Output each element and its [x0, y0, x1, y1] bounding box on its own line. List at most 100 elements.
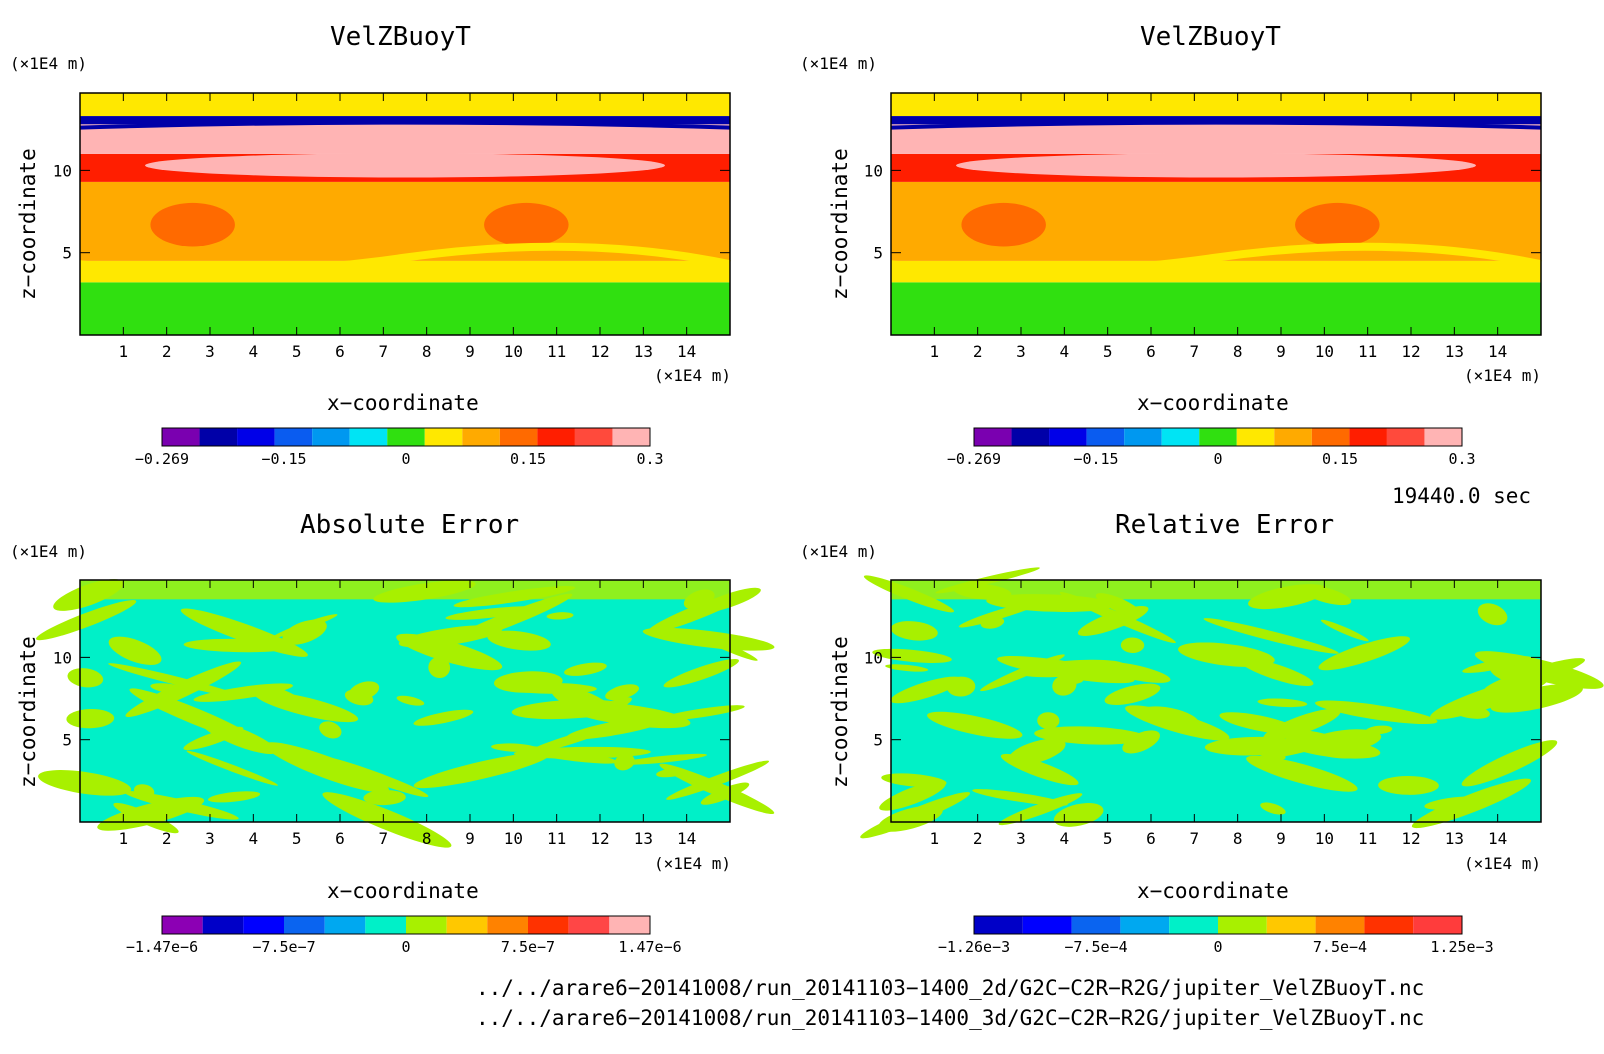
colorbar-swatch — [312, 428, 350, 446]
field-band — [891, 93, 1541, 117]
error-streak — [1484, 658, 1585, 692]
colorbar-swatch — [1315, 916, 1365, 934]
colorbar-swatch — [537, 428, 575, 446]
x-tick-label: 9 — [465, 829, 475, 848]
colorbar-swatch — [1022, 916, 1072, 934]
colorbar-swatch — [612, 428, 650, 446]
panel-1-title: VelZBuoyT — [330, 22, 471, 52]
colorbar-swatch — [274, 428, 313, 446]
error-streak — [38, 770, 132, 796]
error-streak — [642, 627, 775, 651]
field-band — [891, 260, 1541, 283]
colorbar-swatch — [387, 428, 425, 446]
error-streak — [878, 805, 943, 832]
error-streak — [396, 695, 425, 706]
error-streak — [413, 709, 474, 726]
colorbar-label: −0.15 — [261, 450, 306, 468]
plot-frame — [890, 579, 1542, 823]
error-streak — [1122, 730, 1160, 754]
error-streak — [972, 789, 1068, 806]
error-streak — [1203, 618, 1339, 654]
error-streak — [67, 668, 104, 688]
error-streak — [879, 781, 946, 811]
colorbar-swatch — [1266, 916, 1316, 934]
colorbar-swatch — [1413, 916, 1462, 934]
colorbar-swatch — [1218, 916, 1267, 934]
y-tick-label: 10 — [53, 161, 72, 180]
x-tick-label: 5 — [292, 829, 302, 848]
colorbar-swatch — [1011, 428, 1050, 446]
error-streak — [1139, 706, 1200, 730]
colorbar-swatch — [568, 916, 610, 934]
x-tick-label: 8 — [1233, 342, 1243, 361]
x-tick-label: 1 — [119, 342, 129, 361]
colorbar-swatch — [1199, 428, 1237, 446]
colorbar-swatch — [424, 428, 463, 446]
colorbar-swatch — [446, 916, 488, 934]
field-band — [80, 116, 730, 125]
y-tick-label: 5 — [62, 244, 72, 263]
green-wave — [890, 242, 1542, 276]
x-tick-label: 3 — [1016, 342, 1026, 361]
error-streak — [207, 791, 261, 803]
error-streak — [1315, 700, 1438, 725]
error-streak — [885, 664, 929, 672]
colorbar-swatch — [528, 916, 569, 934]
x-tick-label: 6 — [1146, 829, 1156, 848]
red-lobe — [956, 153, 1476, 178]
x-tick-label: 10 — [504, 342, 523, 361]
panel-1-y-unit: (×1E4 m) — [10, 54, 88, 73]
x-tick-label: 4 — [249, 829, 259, 848]
error-streak — [927, 711, 1023, 739]
error-streak — [659, 705, 745, 721]
colorbar-swatch — [349, 428, 388, 446]
error-streak — [1378, 775, 1439, 795]
error-streak — [1016, 659, 1124, 678]
error-streak — [250, 684, 305, 710]
colorbar-swatch — [199, 428, 238, 446]
x-tick-label: 3 — [205, 342, 215, 361]
error-streak — [319, 721, 342, 739]
colorbar-swatch — [1236, 428, 1275, 446]
error-streak — [546, 612, 574, 620]
colorbar-label: −7.5e−7 — [252, 938, 315, 956]
colorbar-swatch — [1120, 916, 1170, 934]
time-label: 19440.0 sec — [1392, 484, 1532, 508]
error-streak — [614, 753, 635, 771]
colorbar-swatch — [1049, 428, 1087, 446]
error-streak — [1104, 683, 1161, 705]
x-tick-label: 11 — [1358, 342, 1377, 361]
error-top-band — [891, 580, 1541, 600]
colorbar-swatch — [974, 916, 1023, 934]
x-tick-label: 2 — [973, 829, 983, 848]
field-band — [80, 282, 730, 335]
colorbar-swatch — [1161, 428, 1200, 446]
colorbar-label: 1.25e−3 — [1430, 938, 1493, 956]
colorbar-swatch — [202, 916, 244, 934]
x-tick-label: 14 — [677, 342, 696, 361]
panel-4-y-label: z−coordinate — [828, 636, 852, 788]
x-tick-label: 11 — [547, 829, 566, 848]
error-streak — [363, 789, 406, 806]
x-tick-label: 13 — [634, 829, 653, 848]
x-tick-label: 8 — [1233, 829, 1243, 848]
x-tick-label: 1 — [119, 829, 129, 848]
error-streak — [487, 630, 551, 651]
colorbar-swatch — [487, 916, 528, 934]
error-streak — [1260, 802, 1286, 815]
colorbar-swatch — [1424, 428, 1462, 446]
x-tick-label: 9 — [465, 342, 475, 361]
error-streak — [872, 648, 952, 663]
file-path-3d: ../../arare6−20141008/run_20141103−1400_… — [476, 1006, 1425, 1030]
plot-frame — [79, 92, 731, 336]
error-streak — [958, 599, 1046, 628]
x-tick-label: 13 — [1445, 342, 1464, 361]
panel-1-x-label: x−coordinate — [327, 391, 479, 415]
colorbar-label: 0.15 — [510, 450, 546, 468]
error-streak — [1461, 740, 1558, 787]
error-streak — [396, 633, 503, 671]
colorbar-swatch — [974, 428, 1012, 446]
error-streak — [1477, 603, 1508, 626]
error-streak — [890, 621, 938, 641]
